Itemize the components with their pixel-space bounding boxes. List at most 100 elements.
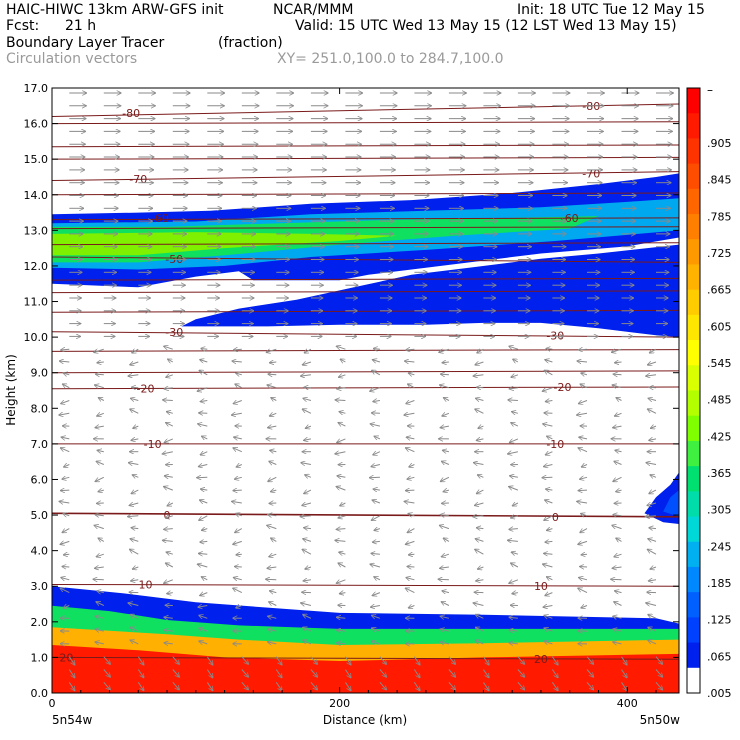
circulation-vector [236, 465, 243, 468]
circulation-vector [645, 516, 657, 517]
circulation-vector [475, 409, 484, 414]
circulation-vector [340, 503, 346, 506]
circulation-vector [614, 602, 622, 606]
circulation-vector [172, 669, 180, 678]
circulation-vector [517, 669, 525, 678]
circulation-vector [649, 528, 657, 529]
circulation-vector [128, 516, 139, 517]
circulation-vector [406, 401, 415, 404]
circulation-vector [475, 539, 484, 542]
overlay-name: Circulation vectors [6, 51, 138, 67]
circulation-vector [647, 362, 657, 365]
circulation-vector [404, 361, 415, 362]
circulation-vector [305, 475, 312, 478]
circulation-vector [509, 579, 519, 584]
y-tick-label: 1.0 [31, 651, 49, 664]
colorbar-swatch [687, 239, 700, 265]
circulation-vector [475, 615, 484, 619]
y-tick-label: 14.0 [24, 189, 49, 202]
circulation-vector [578, 349, 588, 350]
circulation-vector [371, 628, 381, 631]
circulation-vector [613, 515, 622, 516]
circulation-vector [95, 426, 104, 428]
circulation-vector [438, 579, 449, 580]
circulation-vector [337, 388, 346, 389]
circulation-vector [128, 375, 139, 376]
circulation-vector [441, 554, 450, 557]
circulation-vector [509, 438, 519, 443]
circulation-vector [302, 503, 312, 506]
circulation-vector [413, 656, 420, 665]
circulation-vector [614, 554, 622, 557]
circulation-vector [511, 563, 519, 568]
circulation-vector [61, 437, 70, 439]
circulation-vector [200, 541, 208, 542]
circulation-vector [613, 616, 622, 618]
circulation-vector [95, 515, 104, 516]
circulation-vector [303, 627, 312, 632]
colorbar-label: .725 [707, 247, 732, 260]
circulation-vector [172, 656, 180, 665]
y-tick-label: 0.0 [31, 687, 49, 700]
isotherm-line-unlabeled [52, 277, 679, 281]
circulation-vector [413, 669, 420, 678]
circulation-vector [269, 591, 277, 593]
circulation-vector [439, 525, 450, 528]
circulation-vector [304, 349, 312, 353]
isotherm-line [52, 171, 679, 182]
colorbar-label: .545 [707, 357, 732, 370]
circulation-vector [477, 567, 484, 569]
circulation-vector [269, 602, 277, 606]
isotherm-label: -80 [122, 107, 140, 120]
colorbar-label: .065 [707, 650, 732, 663]
circulation-vector [96, 602, 105, 606]
circulation-vector [68, 669, 75, 678]
circulation-vector [97, 450, 104, 451]
circulation-vector [201, 577, 208, 580]
circulation-vector [441, 461, 450, 464]
circulation-vector [336, 579, 346, 584]
circulation-vector [578, 541, 588, 544]
circulation-vector [166, 412, 173, 414]
circulation-vector [655, 669, 663, 678]
circulation-vector [68, 682, 75, 690]
isotherm-line-unlabeled [52, 144, 679, 148]
circulation-vector [616, 538, 622, 541]
circulation-vector [543, 606, 553, 608]
circulation-vector [303, 640, 312, 645]
xy-range: XY= 251.0,100.0 to 284.7,100.0 [277, 51, 504, 67]
circulation-vector [172, 681, 180, 690]
circulation-vector [448, 656, 456, 665]
circulation-vector [336, 643, 346, 644]
circulation-vector [206, 656, 213, 665]
circulation-vector [475, 627, 484, 632]
circulation-vector [235, 514, 242, 516]
y-tick-label: 15.0 [24, 153, 49, 166]
circulation-vector [616, 490, 622, 492]
circulation-vector [338, 563, 346, 568]
circulation-vector [232, 361, 242, 362]
circulation-vector [511, 423, 519, 427]
circulation-vector [201, 349, 208, 350]
circulation-vector [578, 448, 588, 453]
circulation-vector [646, 463, 657, 465]
circulation-vector [578, 490, 588, 491]
colorbar-label: .125 [707, 614, 732, 627]
circulation-vector [650, 426, 657, 428]
field-name: Boundary Layer Tracer [6, 35, 165, 51]
circulation-vector [474, 503, 484, 506]
isotherm-label: -10 [144, 438, 162, 451]
circulation-vector [268, 476, 277, 481]
circulation-vector [130, 549, 139, 555]
circulation-vector [337, 476, 346, 478]
circulation-vector [442, 362, 449, 363]
circulation-vector [164, 617, 173, 618]
circulation-vector [132, 349, 139, 353]
circulation-vector [303, 580, 311, 581]
circulation-vector [269, 461, 277, 464]
circulation-vector [373, 349, 380, 350]
circulation-vector [374, 436, 381, 439]
isotherm-label: -60 [561, 212, 579, 225]
circulation-vector [621, 669, 628, 678]
circulation-vector [132, 475, 139, 478]
